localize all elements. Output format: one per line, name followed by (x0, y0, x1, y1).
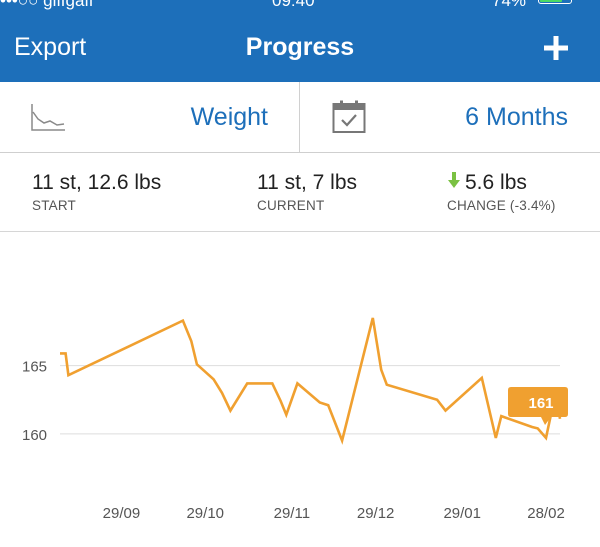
battery-fill (540, 0, 563, 2)
value-callout (508, 387, 568, 425)
battery-percent: 74% (492, 0, 527, 10)
weight-chart: 165 160 29/09 29/10 29/11 29/12 29/01 28/02 161 (0, 232, 600, 547)
metric-label: Weight (190, 103, 268, 131)
carrier-label: •••○○ giffgaff (0, 0, 94, 10)
plus-icon[interactable] (540, 33, 572, 63)
change-caption: CHANGE (-3.4%) (447, 198, 556, 214)
x-tick-label: 28/02 (527, 505, 565, 522)
weight-line (60, 317, 562, 445)
metric-selector[interactable]: Weight (0, 82, 299, 152)
page-title: Progress (245, 33, 355, 61)
range-label: 6 Months (465, 103, 568, 131)
callout-label: 161 (528, 395, 553, 412)
change-value: 5.6 lbs (465, 171, 527, 194)
status-bar: •••○○ giffgaff 09:40 74% (0, 0, 600, 11)
x-tick-label: 29/01 (443, 505, 481, 522)
start-stat: 11 st, 12.6 lbs START (32, 171, 161, 213)
export-button[interactable]: Export (14, 33, 87, 61)
line-chart-icon (30, 102, 66, 137)
navigation-bar: •••○○ giffgaff 09:40 74% Export Progress (0, 0, 600, 82)
battery-icon (538, 0, 572, 4)
current-stat: 11 st, 7 lbs CURRENT (257, 171, 357, 213)
current-caption: CURRENT (257, 198, 325, 213)
x-tick-label: 29/12 (357, 505, 395, 522)
x-tick-label: 29/11 (274, 505, 310, 522)
calendar-check-icon (332, 100, 366, 139)
status-time: 09:40 (272, 0, 315, 10)
start-value: 11 st, 12.6 lbs (32, 171, 162, 194)
selector-divider (299, 82, 300, 152)
y-tick-label: 160 (22, 427, 47, 444)
arrow-down-icon (447, 171, 461, 195)
start-caption: START (32, 198, 77, 213)
x-tick-label: 29/09 (103, 505, 141, 522)
weight-chart-svg: 165 160 29/09 29/10 29/11 29/12 29/01 28/02 161 (22, 317, 568, 522)
change-stat: 5.6 lbs CHANGE (-3.4%) (447, 171, 556, 213)
current-value: 11 st, 7 lbs (257, 171, 357, 194)
y-tick-label: 165 (22, 359, 47, 376)
x-tick-label: 29/10 (186, 505, 224, 522)
range-selector[interactable]: 6 Months (300, 82, 600, 152)
stats-row: 11 st, 12.6 lbs START 11 st, 7 lbs CURRE… (0, 153, 600, 232)
selector-row: Weight 6 Months (0, 82, 600, 153)
